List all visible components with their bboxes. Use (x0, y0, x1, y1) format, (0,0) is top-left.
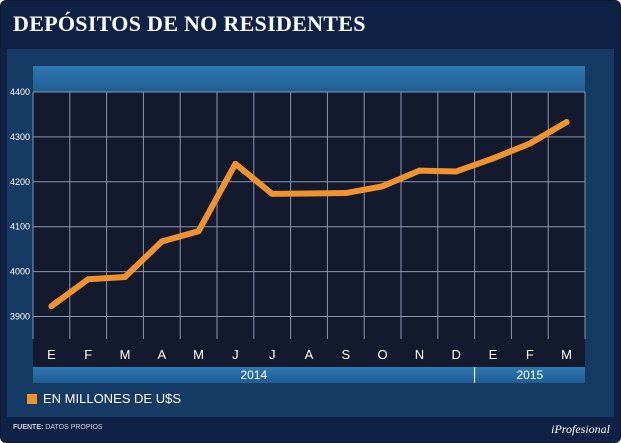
y-tick-label: 4400 (10, 87, 30, 97)
data-point (269, 190, 276, 197)
data-point (342, 190, 349, 197)
data-point (85, 276, 92, 283)
data-point (379, 183, 386, 190)
data-point (122, 273, 128, 280)
data-point (490, 155, 496, 162)
data-point (563, 119, 570, 126)
data-point (48, 303, 55, 310)
series-line (48, 119, 570, 310)
data-point (453, 168, 460, 175)
y-tick-label: 3900 (10, 312, 30, 322)
brand-logo: iProfesional (551, 422, 610, 436)
source-label: FUENTE: (13, 424, 44, 431)
x-axis-band (33, 339, 585, 367)
x-tick-label: M (561, 347, 572, 362)
x-tick-label: O (378, 347, 388, 362)
x-tick-label: N (415, 347, 424, 362)
x-tick-label: F (84, 347, 92, 362)
data-point (416, 167, 423, 174)
chart-title: DEPÓSITOS DE NO RESIDENTES (13, 11, 366, 36)
plot-area (33, 92, 585, 339)
x-tick-label: E (47, 347, 56, 362)
footer: FUENTE: DATOS PROPIOS iProfesional (1, 417, 620, 442)
data-points (48, 119, 570, 310)
data-point (158, 238, 165, 245)
year-band (33, 367, 585, 383)
y-tick-label: 4100 (10, 222, 30, 232)
source-value: DATOS PROPIOS (45, 424, 103, 431)
y-tick-label: 4000 (10, 267, 30, 277)
y-tick-label: 4200 (10, 177, 30, 187)
plot-header-band (33, 66, 585, 92)
x-tick-label: D (452, 347, 461, 362)
data-point (195, 228, 202, 235)
data-point (306, 190, 312, 197)
legend-label: EN MILLONES DE U$S (43, 391, 181, 406)
x-tick-label: J (232, 347, 239, 362)
data-point (526, 140, 533, 147)
x-tick-label: A (157, 347, 166, 362)
x-tick-label: F (526, 347, 534, 362)
legend: EN MILLONES DE U$S (27, 391, 181, 406)
y-tick-label: 4300 (10, 132, 30, 142)
year-label: 2014 (240, 368, 267, 382)
x-tick-label: M (193, 347, 204, 362)
source-note: FUENTE: DATOS PROPIOS (13, 424, 103, 431)
data-point (232, 160, 239, 167)
x-tick-label: J (269, 347, 276, 362)
x-tick-label: A (305, 347, 314, 362)
year-label: 2015 (516, 368, 543, 382)
legend-swatch (27, 393, 37, 404)
x-tick-label: S (341, 347, 350, 362)
x-tick-label: M (120, 347, 131, 362)
x-tick-label: E (489, 347, 498, 362)
